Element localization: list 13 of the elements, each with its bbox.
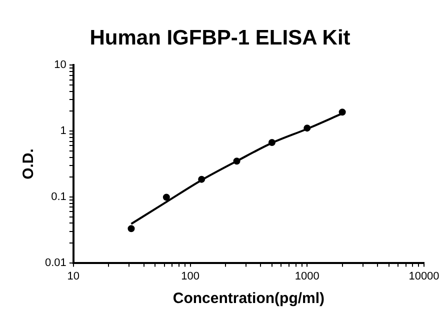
point [162,194,170,201]
x-tick-label: 10 [67,270,80,282]
x-tick-label: 100 [181,270,200,282]
x-axis-title: Concentration(pg/ml) [172,290,325,308]
y-tick-label: 0.01 [44,256,66,269]
y-axis-title: O.D. [20,148,38,180]
x-tick-label: 10000 [408,270,440,282]
point [128,225,135,232]
chart-title: Human IGFBP-1 ELISA Kit [90,26,350,50]
y-tick-label: 0.1 [51,190,66,203]
y-tick-label: 1 [60,125,66,138]
x-tick-label: 1000 [294,270,320,282]
y-tick-label: 10 [54,59,66,72]
